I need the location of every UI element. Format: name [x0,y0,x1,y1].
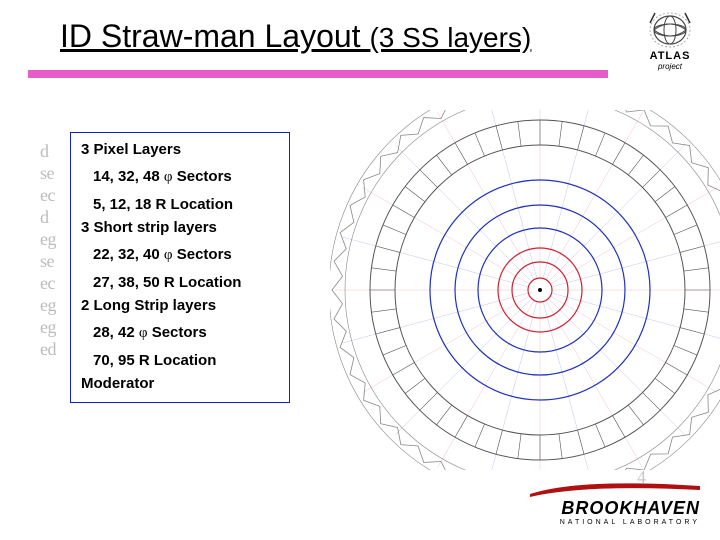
bg-text-line: ed [40,338,56,360]
bg-text-line: d [40,140,56,162]
title-sub: (3 SS layers) [369,22,531,53]
atlas-logo: ATLAS project [630,8,710,78]
bg-text-line: ec [40,272,56,294]
globe-icon [647,8,693,50]
layer-info-box: 3 Pixel Layers 14, 32, 48 φ Sectors 5, 12,… [70,132,290,403]
layer-sectors: 14, 32, 48 φ Sectors [93,168,279,186]
layer-sectors: 28, 42 φ Sectors [93,324,279,342]
swoosh-icon [530,480,700,498]
bnl-name: BROOKHAVEN [530,498,700,519]
atlas-label: ATLAS [630,50,710,62]
layer-group-heading: 3 Short strip layers [81,219,279,236]
atlas-sublabel: project [630,62,710,71]
background-text: dseecdegseecegeged [40,140,56,360]
bnl-sub: NATIONAL LABORATORY [530,519,700,526]
title-main: ID Straw-man Layout [60,18,369,54]
bg-text-line: eg [40,228,56,250]
layer-r-location: 27, 38, 50 R Location [93,274,279,291]
bg-text-line: ec [40,184,56,206]
layer-sectors: 22, 32, 40 φ Sectors [93,246,279,264]
layer-r-location: 5, 12, 18 R Location [93,196,279,213]
brookhaven-logo: BROOKHAVEN NATIONAL LABORATORY [530,480,700,526]
title-underline-bar [28,70,608,78]
bg-text-line: eg [40,316,56,338]
layer-group-heading: 2 Long Strip layers [81,297,279,314]
layer-group-heading: Moderator [81,375,279,392]
page-title: ID Straw-man Layout (3 SS layers) [60,18,531,55]
bg-text-line: se [40,250,56,272]
bg-text-line: d [40,206,56,228]
layer-r-location: 70, 95 R Location [93,352,279,369]
layer-group-heading: 3 Pixel Layers [81,141,279,158]
bg-text-line: se [40,162,56,184]
bg-text-line: eg [40,294,56,316]
detector-diagram [330,110,720,470]
